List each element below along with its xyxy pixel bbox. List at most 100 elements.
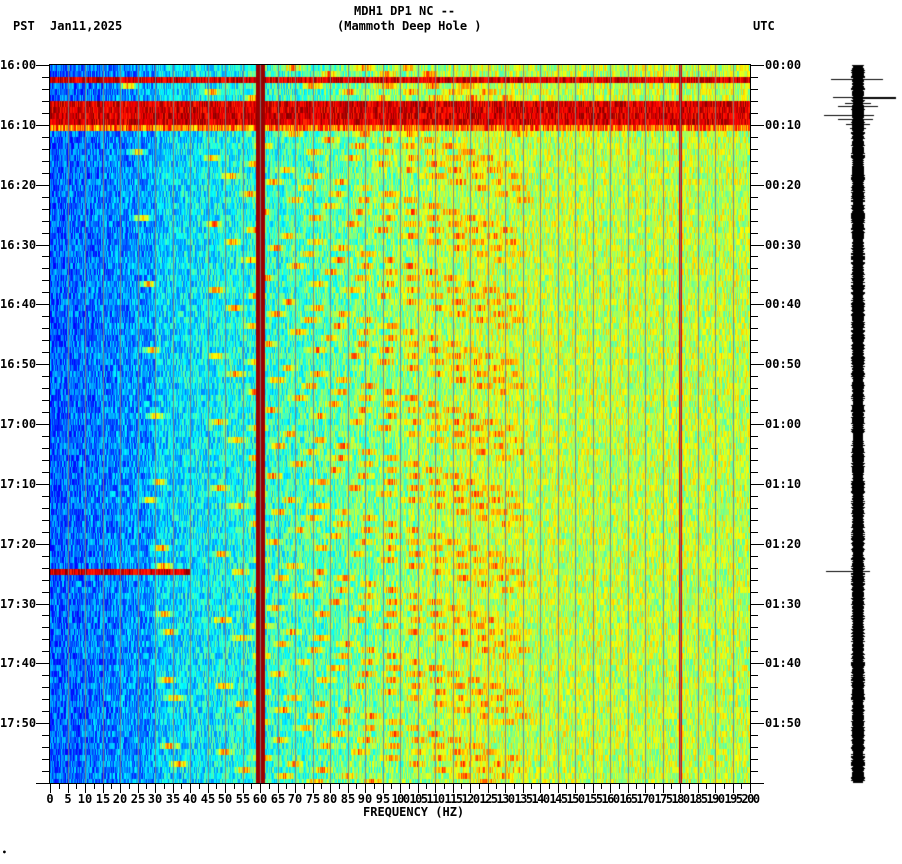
y-tick-label-right: 01:50 bbox=[765, 716, 802, 730]
x-tick bbox=[426, 783, 427, 789]
y-tick-label-left: 17:10 bbox=[0, 477, 37, 491]
y-tick-label-right: 00:10 bbox=[765, 118, 802, 132]
y-tick-right bbox=[750, 484, 764, 485]
y-tick-label-right: 00:40 bbox=[765, 297, 802, 311]
x-tick bbox=[671, 783, 672, 789]
y-tick-left bbox=[42, 687, 50, 688]
y-tick-label-right: 00:30 bbox=[765, 238, 802, 252]
y-tick-right bbox=[750, 125, 764, 126]
y-tick-left bbox=[42, 352, 50, 353]
y-tick-right bbox=[750, 388, 758, 389]
y-tick-left bbox=[42, 173, 50, 174]
y-tick-right bbox=[750, 412, 758, 413]
y-tick-left bbox=[42, 711, 50, 712]
y-tick-label-right: 00:00 bbox=[765, 58, 802, 72]
y-tick-left bbox=[42, 209, 50, 210]
y-tick-right bbox=[750, 627, 758, 628]
x-tick bbox=[654, 783, 655, 789]
y-tick-right bbox=[750, 137, 758, 138]
x-tick bbox=[59, 783, 60, 789]
y-tick-label-right: 00:20 bbox=[765, 178, 802, 192]
y-tick-right bbox=[750, 280, 758, 281]
x-tick bbox=[339, 783, 340, 789]
y-tick-left bbox=[36, 364, 50, 365]
y-tick-right bbox=[750, 185, 764, 186]
y-tick-right bbox=[750, 532, 758, 533]
y-tick-left bbox=[42, 268, 50, 269]
y-tick-left bbox=[42, 292, 50, 293]
x-tick bbox=[724, 783, 725, 789]
y-tick-left bbox=[42, 520, 50, 521]
y-tick-label-left: 16:10 bbox=[0, 118, 37, 132]
y-tick-left bbox=[42, 496, 50, 497]
y-tick-label-left: 16:00 bbox=[0, 58, 37, 72]
y-tick-right bbox=[750, 424, 764, 425]
y-tick-label-left: 17:20 bbox=[0, 537, 37, 551]
plot-frame bbox=[49, 64, 751, 784]
y-tick-right bbox=[750, 759, 758, 760]
x-tick bbox=[269, 783, 270, 789]
y-tick-left bbox=[42, 568, 50, 569]
y-tick-right bbox=[750, 568, 758, 569]
y-tick-right bbox=[750, 268, 758, 269]
x-tick bbox=[234, 783, 235, 789]
x-tick bbox=[251, 783, 252, 789]
y-tick-left bbox=[42, 735, 50, 736]
y-tick-left bbox=[42, 472, 50, 473]
y-tick-left bbox=[36, 544, 50, 545]
y-tick-left bbox=[42, 113, 50, 114]
y-tick-label-left: 16:40 bbox=[0, 297, 37, 311]
y-tick-label-left: 16:50 bbox=[0, 357, 37, 371]
y-tick-label-right: 01:30 bbox=[765, 597, 802, 611]
x-tick bbox=[286, 783, 287, 789]
y-tick-right bbox=[750, 783, 764, 784]
y-tick-left bbox=[42, 699, 50, 700]
y-tick-right bbox=[750, 328, 758, 329]
y-tick-left bbox=[42, 412, 50, 413]
y-tick-right bbox=[750, 245, 764, 246]
x-tick bbox=[356, 783, 357, 789]
y-tick-right bbox=[750, 615, 758, 616]
y-tick-left bbox=[42, 592, 50, 593]
y-tick-right bbox=[750, 556, 758, 557]
x-tick bbox=[129, 783, 130, 789]
y-tick-right bbox=[750, 233, 758, 234]
y-tick-left bbox=[42, 759, 50, 760]
y-tick-right bbox=[750, 209, 758, 210]
y-tick-right bbox=[750, 460, 758, 461]
y-tick-right bbox=[750, 711, 758, 712]
x-tick bbox=[146, 783, 147, 789]
y-tick-right bbox=[750, 639, 758, 640]
y-tick-right bbox=[750, 197, 758, 198]
y-tick-right bbox=[750, 604, 764, 605]
y-tick-left bbox=[42, 615, 50, 616]
y-tick-left bbox=[42, 328, 50, 329]
y-tick-label-left: 16:20 bbox=[0, 178, 37, 192]
y-tick-label-right: 00:50 bbox=[765, 357, 802, 371]
y-tick-left bbox=[42, 675, 50, 676]
y-tick-right bbox=[750, 496, 758, 497]
y-tick-left bbox=[42, 556, 50, 557]
y-tick-right bbox=[750, 292, 758, 293]
y-tick-left bbox=[36, 723, 50, 724]
left-timezone-label: PST bbox=[13, 19, 35, 33]
x-tick bbox=[566, 783, 567, 789]
y-tick-left bbox=[36, 424, 50, 425]
y-tick-left bbox=[36, 783, 50, 784]
x-tick bbox=[181, 783, 182, 789]
y-tick-label-left: 17:30 bbox=[0, 597, 37, 611]
y-tick-right bbox=[750, 161, 758, 162]
y-tick-right bbox=[750, 436, 758, 437]
y-tick-left bbox=[36, 125, 50, 126]
y-tick-right bbox=[750, 364, 764, 365]
x-tick bbox=[461, 783, 462, 789]
y-tick-left bbox=[36, 484, 50, 485]
y-tick-right bbox=[750, 747, 758, 748]
y-tick-left bbox=[42, 376, 50, 377]
y-tick-right bbox=[750, 699, 758, 700]
y-tick-right bbox=[750, 340, 758, 341]
x-tick bbox=[531, 783, 532, 789]
x-tick bbox=[216, 783, 217, 789]
y-tick-left bbox=[42, 137, 50, 138]
y-tick-right bbox=[750, 472, 758, 473]
